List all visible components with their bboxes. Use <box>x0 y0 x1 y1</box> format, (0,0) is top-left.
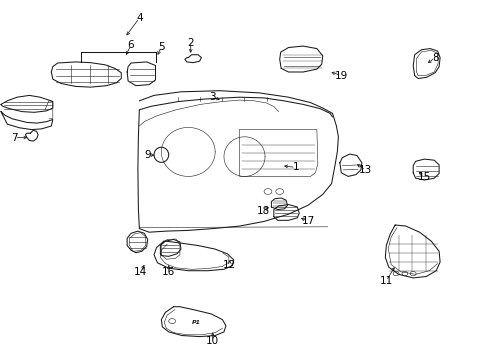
Text: 11: 11 <box>379 276 392 286</box>
Text: 12: 12 <box>223 260 236 270</box>
Text: 9: 9 <box>144 150 151 160</box>
Text: 14: 14 <box>134 267 147 277</box>
Text: P1: P1 <box>192 320 201 325</box>
Text: 17: 17 <box>301 216 314 226</box>
Text: 6: 6 <box>127 40 134 50</box>
Text: 4: 4 <box>136 13 142 23</box>
Text: 16: 16 <box>162 267 175 277</box>
Text: 3: 3 <box>209 92 216 102</box>
Text: 18: 18 <box>256 206 269 216</box>
Text: 8: 8 <box>431 53 438 63</box>
Text: 13: 13 <box>358 165 372 175</box>
Text: 1: 1 <box>292 162 299 172</box>
Text: 7: 7 <box>11 132 18 143</box>
Text: 5: 5 <box>158 42 164 52</box>
Text: 19: 19 <box>334 71 347 81</box>
Text: 10: 10 <box>206 336 219 346</box>
Text: 15: 15 <box>417 172 430 182</box>
Text: 2: 2 <box>187 38 194 48</box>
